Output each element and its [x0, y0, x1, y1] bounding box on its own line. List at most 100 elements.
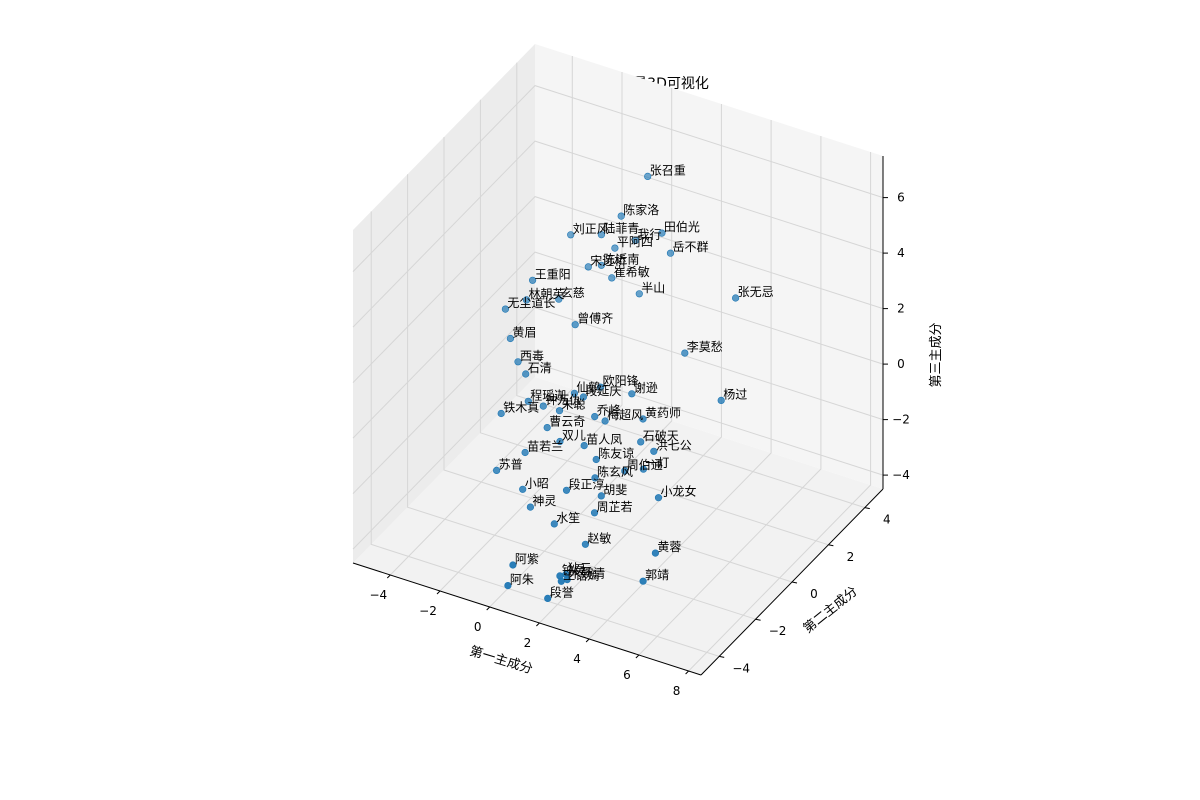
- data-point-label: 钟灵: [562, 562, 586, 577]
- data-point-label: 陈玄风: [597, 464, 633, 479]
- data-point: [611, 244, 619, 252]
- data-points: [493, 172, 740, 603]
- data-point-label: 程瑶迦: [530, 387, 566, 402]
- data-point: [504, 581, 512, 590]
- data-point-label: 洪七公: [656, 438, 692, 452]
- grid-line-z: [352, 85, 884, 272]
- data-point: [639, 465, 648, 473]
- grid-line-y: [443, 137, 793, 583]
- data-point-label: 石破天: [643, 428, 679, 443]
- data-point-label: 张无忌: [738, 285, 774, 299]
- data-point: [571, 321, 579, 329]
- data-point-label: 段誉: [550, 584, 574, 599]
- data-point: [590, 509, 599, 517]
- y-tick-label: 0: [810, 587, 818, 601]
- data-point: [580, 442, 588, 450]
- grid-line-y: [516, 62, 865, 509]
- data-point-label: 阿紫: [515, 552, 539, 566]
- data-point: [644, 172, 652, 180]
- grid-line-y: [370, 211, 720, 657]
- data-point-label: 郭靖: [645, 568, 669, 582]
- grid-line-x: [389, 56, 573, 576]
- x-tick-mark: [436, 590, 441, 595]
- data-point: [544, 594, 552, 603]
- data-point-label: 田伯光: [664, 219, 700, 234]
- data-point: [631, 236, 640, 245]
- data-point: [539, 402, 547, 410]
- y-tick-mark: [791, 581, 798, 584]
- tick-labels: −4 −2 0 2 4 6 8 −4 −2 0 2 4 −4 −2 0 2 4 6: [369, 191, 909, 698]
- data-point-label: 欧阳锋: [603, 374, 639, 388]
- z-tick-label: 2: [897, 302, 905, 316]
- data-point: [509, 561, 517, 569]
- data-point: [621, 467, 629, 475]
- data-point: [526, 503, 535, 511]
- data-point: [562, 486, 571, 494]
- axis-lines: [352, 156, 888, 676]
- data-point-label: 周伯通: [627, 457, 663, 472]
- data-point-label: 陈家洛: [623, 202, 659, 217]
- grid-line-x: [439, 72, 623, 592]
- data-point: [639, 577, 647, 585]
- data-point-label: 曹云奇: [549, 415, 585, 429]
- data-point: [717, 396, 725, 405]
- grid-line-z: [352, 140, 884, 328]
- data-point-label: 仙鹤: [576, 379, 600, 394]
- data-point-label: 朱聪: [562, 398, 586, 412]
- data-point: [584, 263, 592, 271]
- data-point-label: 赵敏: [587, 530, 611, 545]
- y-tick-label: −4: [732, 661, 750, 675]
- z-axis-label: 第三主成分: [929, 322, 944, 387]
- data-point-label: 陈友谅: [598, 446, 634, 461]
- data-point-label: 狄云: [568, 561, 592, 575]
- z-tick-label: 6: [897, 191, 905, 205]
- x-tick-mark: [685, 670, 689, 675]
- data-point: [557, 577, 565, 585]
- data-point: [635, 290, 643, 298]
- grid-line-z: [352, 307, 884, 494]
- data-point: [596, 383, 605, 391]
- data-point: [522, 370, 530, 378]
- data-point: [597, 231, 606, 239]
- data-point: [524, 397, 532, 405]
- data-point-label: 钟万仇: [545, 392, 581, 407]
- data-point-label: 张召重: [650, 163, 686, 177]
- data-point-label: 苗若兰: [527, 440, 563, 454]
- data-point-label: 西毒: [520, 349, 544, 363]
- z-tick-label: −2: [892, 413, 910, 427]
- data-point-label: 半山: [641, 281, 665, 295]
- grid-line-x: [489, 88, 673, 608]
- data-point-label: 王语嫣: [563, 568, 599, 582]
- data-point: [666, 249, 675, 257]
- data-point: [501, 305, 510, 313]
- data-point: [579, 393, 588, 401]
- y-tick-label: −2: [769, 624, 787, 638]
- data-point: [506, 334, 515, 343]
- data-point-label: 玄慈: [561, 285, 585, 300]
- data-point-label: 黄药师: [645, 406, 681, 420]
- data-point-label: 小龙女: [661, 484, 697, 499]
- x-tick-label: 8: [673, 684, 681, 698]
- data-point: [658, 229, 666, 237]
- data-point: [514, 358, 522, 366]
- data-point-label: 李莫愁: [687, 339, 723, 354]
- data-point-label: 杨过: [723, 386, 747, 401]
- data-point: [519, 485, 527, 493]
- y-tick-mark: [755, 618, 761, 621]
- data-point-label: 林朝英: [529, 287, 565, 301]
- data-point-label: 平阿四: [617, 235, 653, 249]
- x-tick-mark: [585, 638, 590, 643]
- data-point: [608, 274, 616, 282]
- data-point-label: 乔峰: [597, 404, 621, 418]
- grid-line-z: [352, 196, 884, 383]
- grid-line-z: [352, 362, 884, 550]
- data-point: [731, 294, 740, 302]
- data-point-label: 段延庆: [585, 383, 621, 398]
- data-point: [550, 520, 558, 528]
- y-tick-label: 4: [883, 513, 891, 527]
- data-point: [651, 549, 660, 557]
- data-point: [581, 540, 590, 548]
- data-point-label: 王重阳: [535, 267, 571, 281]
- x-axis-line: [352, 562, 702, 676]
